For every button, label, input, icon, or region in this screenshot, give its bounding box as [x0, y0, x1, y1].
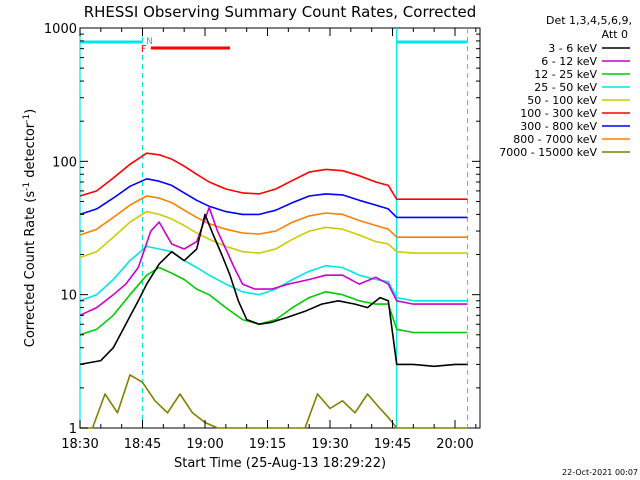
legend-label-12-25-kev: 12 - 25 keV: [534, 68, 597, 81]
series-line-3-6-kev: [79, 213, 468, 368]
x-tick-label: 20:00: [436, 437, 473, 452]
y-axis-label: Corrected Count Rate (s-1 detector-1): [22, 109, 38, 347]
series-line-7000-15000-kev: [80, 374, 468, 429]
legend-label-6-12-kev: 6 - 12 keV: [541, 55, 597, 68]
n-marker: N: [146, 37, 153, 47]
series-line-800-7000-kev: [79, 195, 468, 238]
y-axis: 1 10 100 1000: [44, 22, 480, 437]
legend-header-line1: Det 1,3,4,5,6,9,: [546, 14, 632, 27]
flare-marker: F: [141, 44, 147, 55]
x-tick-label: 19:45: [374, 437, 411, 452]
y-tick-label-100: 100: [52, 155, 77, 170]
x-tick-label: 19:30: [311, 437, 348, 452]
legend-label-7000-15000-kev: 7000 - 15000 keV: [499, 146, 597, 159]
chart-title: RHESSI Observing Summary Count Rates, Co…: [84, 3, 477, 21]
series-layer: [79, 152, 468, 429]
x-tick-label: 19:15: [249, 437, 286, 452]
legend-header-line2: Att 0: [602, 28, 628, 41]
series-line-25-50-kev: [79, 245, 468, 302]
x-tick-label: 18:45: [124, 437, 161, 452]
x-axis: 18:30 18:45 19:00 19:15 19:30 19:45 20:00: [61, 28, 477, 452]
x-tick-label: 19:00: [186, 437, 223, 452]
legend-label-800-7000-kev: 800 - 7000 keV: [513, 133, 597, 146]
legend-label-25-50-kev: 25 - 50 keV: [534, 81, 597, 94]
legend-label-50-100-kev: 50 - 100 keV: [527, 94, 597, 107]
y-tick-label-1000: 1000: [44, 22, 77, 37]
legend-label-3-6-kev: 3 - 6 keV: [548, 42, 597, 55]
y-tick-label-1: 1: [69, 422, 77, 437]
series-line-300-800-kev: [79, 178, 468, 219]
observing-indicators: NF: [79, 28, 468, 428]
x-axis-label: Start Time (25-Aug-13 18:29:22): [174, 456, 386, 471]
series-line-50-100-kev: [79, 210, 468, 259]
x-tick-label: 18:30: [61, 437, 98, 452]
series-line-100-300-kev: [79, 152, 468, 200]
footer-timestamp: 22-Oct-2021 00:07: [562, 468, 638, 477]
legend-label-300-800-kev: 300 - 800 keV: [520, 120, 597, 133]
legend-label-100-300-kev: 100 - 300 keV: [520, 107, 597, 120]
y-tick-label-10: 10: [60, 289, 77, 304]
series-line-12-25-kev: [79, 266, 468, 336]
series-line-6-12-kev: [79, 206, 468, 317]
